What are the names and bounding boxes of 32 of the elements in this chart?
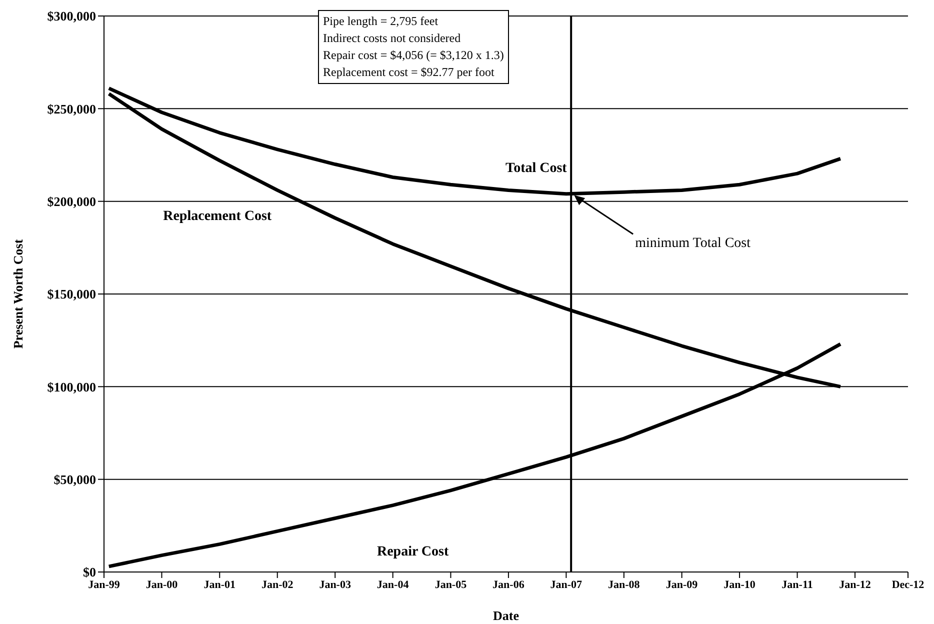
x-tick-label: Jan-08 (608, 578, 640, 591)
annotation: minimum Total Cost (635, 236, 751, 252)
y-tick-label: $250,000 (47, 101, 96, 116)
x-tick-label: Jan-03 (319, 578, 352, 591)
series-label: Replacement Cost (163, 209, 272, 224)
x-tick-label: Jan-04 (376, 578, 410, 591)
x-tick-label: Jan-02 (261, 578, 294, 591)
x-tick-label: Jan-10 (724, 578, 756, 591)
text: Repair Cost (376, 544, 449, 560)
x-tick-label: Jan-11 (782, 578, 813, 591)
annotation: Replacement cost = $92.77 per foot (323, 64, 496, 81)
annotation: Repair cost = $4,056 (= $3,120 x 1.3) (323, 47, 504, 64)
x-tick-label: Jan-12 (839, 578, 872, 591)
x-tick-label: Jan-01 (204, 578, 236, 591)
x-tick-label: Jan-00 (146, 578, 178, 591)
y-tick-label: $50,000 (54, 472, 96, 487)
y-tick-label: $150,000 (47, 286, 96, 302)
x-tick-label: Jan-99 (88, 578, 120, 591)
x-tick-label: Jan-06 (492, 578, 525, 591)
series-label: Total Cost (506, 160, 568, 176)
y-tick-label: $200,000 (47, 194, 96, 209)
x-tick-label: Jan-09 (666, 578, 698, 591)
x-tick-label: Jan-07 (550, 578, 583, 591)
y-axis-title: Present Worth Cost (10, 238, 26, 349)
y-tick-label: $100,000 (47, 379, 96, 394)
y-tick-label: $300,000 (47, 8, 96, 24)
annotation: Pipe length = 2,795 feet (323, 13, 440, 30)
x-tick-label: Jan-05 (434, 578, 468, 591)
annotation: Indirect costs not considered (323, 30, 462, 47)
y-tick-label: $0 (83, 564, 96, 580)
x-tick-label: Dec-12 (892, 578, 925, 591)
x-axis-title: Date (493, 608, 520, 623)
